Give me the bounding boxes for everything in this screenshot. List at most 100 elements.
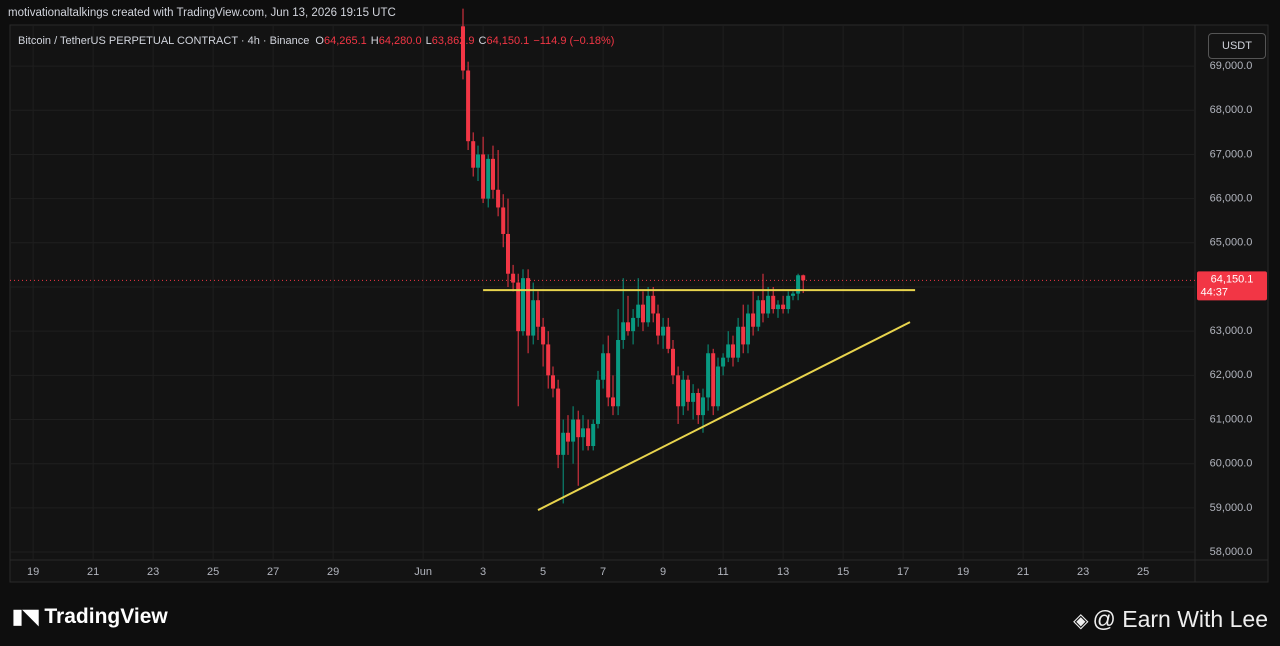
candle-body — [741, 326, 746, 345]
candle-body — [626, 322, 630, 332]
x-tick-label: 19 — [27, 566, 39, 578]
candle-body — [506, 233, 510, 274]
candle-body — [651, 295, 656, 314]
symbol: Bitcoin / TetherUS PERPETUAL CONTRACT · … — [18, 35, 310, 47]
candle-body — [511, 273, 516, 283]
candle-body — [571, 419, 576, 442]
candle-body — [486, 158, 491, 199]
candle-body — [641, 304, 645, 323]
ohlc-value: 63,862.9 — [431, 35, 475, 47]
y-tick-label: 67,000.0 — [1210, 148, 1253, 160]
x-tick-label: 9 — [660, 566, 666, 578]
x-tick-label: 25 — [207, 566, 219, 578]
candle-body — [776, 304, 780, 310]
candle-body — [581, 428, 585, 438]
candle-body — [781, 304, 786, 310]
y-tick-label: 63,000.0 — [1210, 325, 1253, 337]
candle-body — [616, 339, 621, 407]
ohlc-value: 64,265.1 — [323, 35, 367, 47]
candle-body — [546, 344, 551, 376]
brand-logo: ▮◥ TradingView — [12, 604, 168, 629]
x-tick-label: 5 — [540, 566, 546, 578]
candle-body — [591, 423, 596, 447]
y-tick-label: 68,000.0 — [1210, 104, 1253, 116]
candle-body — [516, 282, 521, 332]
candle-body — [656, 313, 660, 336]
ohlc-key: C — [478, 35, 487, 47]
ohlc-key: O — [315, 35, 324, 47]
countdown: 44:37 — [1200, 286, 1228, 298]
currency-button[interactable]: USDT — [1208, 33, 1266, 59]
candle-body — [576, 419, 581, 438]
candle-body — [536, 300, 540, 327]
candle-body — [496, 189, 501, 208]
candle-body — [491, 158, 495, 190]
candle-body — [786, 295, 791, 310]
candle-body — [796, 275, 801, 294]
candle-body — [621, 322, 626, 340]
candle-body — [526, 278, 531, 336]
y-tick-label: 65,000.0 — [1210, 237, 1253, 249]
candle-body — [646, 295, 651, 323]
candle-body — [601, 353, 606, 380]
ohlc-value: 64,150.1 — [486, 35, 530, 47]
candle-body — [766, 295, 771, 314]
last-price-box — [1197, 271, 1267, 301]
candle-body — [566, 432, 570, 442]
x-tick-label: 3 — [480, 566, 486, 578]
candle-body — [631, 317, 636, 332]
x-tick-label: 23 — [1077, 566, 1089, 578]
ohlc-key: L — [425, 35, 432, 47]
candle-body — [721, 357, 726, 367]
candle-body — [471, 141, 476, 168]
y-tick-label: 58,000.0 — [1210, 546, 1253, 558]
candle-body — [751, 313, 756, 327]
candle-body — [706, 353, 711, 398]
candle-body — [661, 326, 666, 336]
trend-line — [537, 321, 911, 511]
candle-body — [551, 375, 555, 389]
header: motivationaltalkings created with Tradin… — [8, 7, 396, 19]
candle-body — [761, 300, 765, 314]
candle-body — [791, 293, 795, 296]
candle-body — [556, 388, 561, 455]
candle-body — [726, 344, 731, 358]
candle-body — [771, 295, 776, 310]
candle-body — [801, 275, 806, 281]
x-tick-label: 17 — [897, 566, 909, 578]
candle-body — [561, 432, 566, 455]
y-tick-label: 59,000.0 — [1210, 502, 1253, 514]
y-tick-label: 66,000.0 — [1210, 193, 1253, 205]
credit-icon: ◈ — [1073, 610, 1089, 632]
x-tick-label: 13 — [777, 566, 789, 578]
x-tick-label: 15 — [837, 566, 849, 578]
candle-body — [666, 326, 671, 349]
candle-body — [691, 393, 696, 402]
candle-body — [716, 366, 720, 407]
candle-body — [671, 348, 675, 376]
candle-body — [531, 300, 536, 336]
change: −114.9 (−0.18%) — [533, 35, 615, 47]
y-tick-label: 61,000.0 — [1210, 413, 1253, 425]
candle-body — [541, 326, 546, 345]
x-tick-label: 7 — [600, 566, 606, 578]
candle-body — [521, 278, 525, 332]
x-tick-label: 29 — [327, 566, 339, 578]
candle-body — [481, 154, 486, 199]
ohlc-value: 64,280.0 — [378, 35, 422, 47]
x-tick-label: 21 — [1017, 566, 1029, 578]
x-tick-label: 19 — [957, 566, 969, 578]
last-price-label: 64,150.1 — [1211, 273, 1254, 285]
x-tick-label: Jun — [414, 566, 432, 578]
candle-body — [501, 207, 506, 234]
candle-body — [731, 344, 735, 358]
candle-body — [596, 379, 600, 424]
legend: Bitcoin / TetherUS PERPETUAL CONTRACT · … — [18, 35, 618, 47]
candle-body — [611, 397, 615, 407]
credit: ◈ @ Earn With Lee — [1073, 606, 1268, 633]
candle-body — [466, 70, 471, 142]
y-tick-label: 69,000.0 — [1210, 60, 1253, 72]
candle-body — [586, 428, 591, 447]
